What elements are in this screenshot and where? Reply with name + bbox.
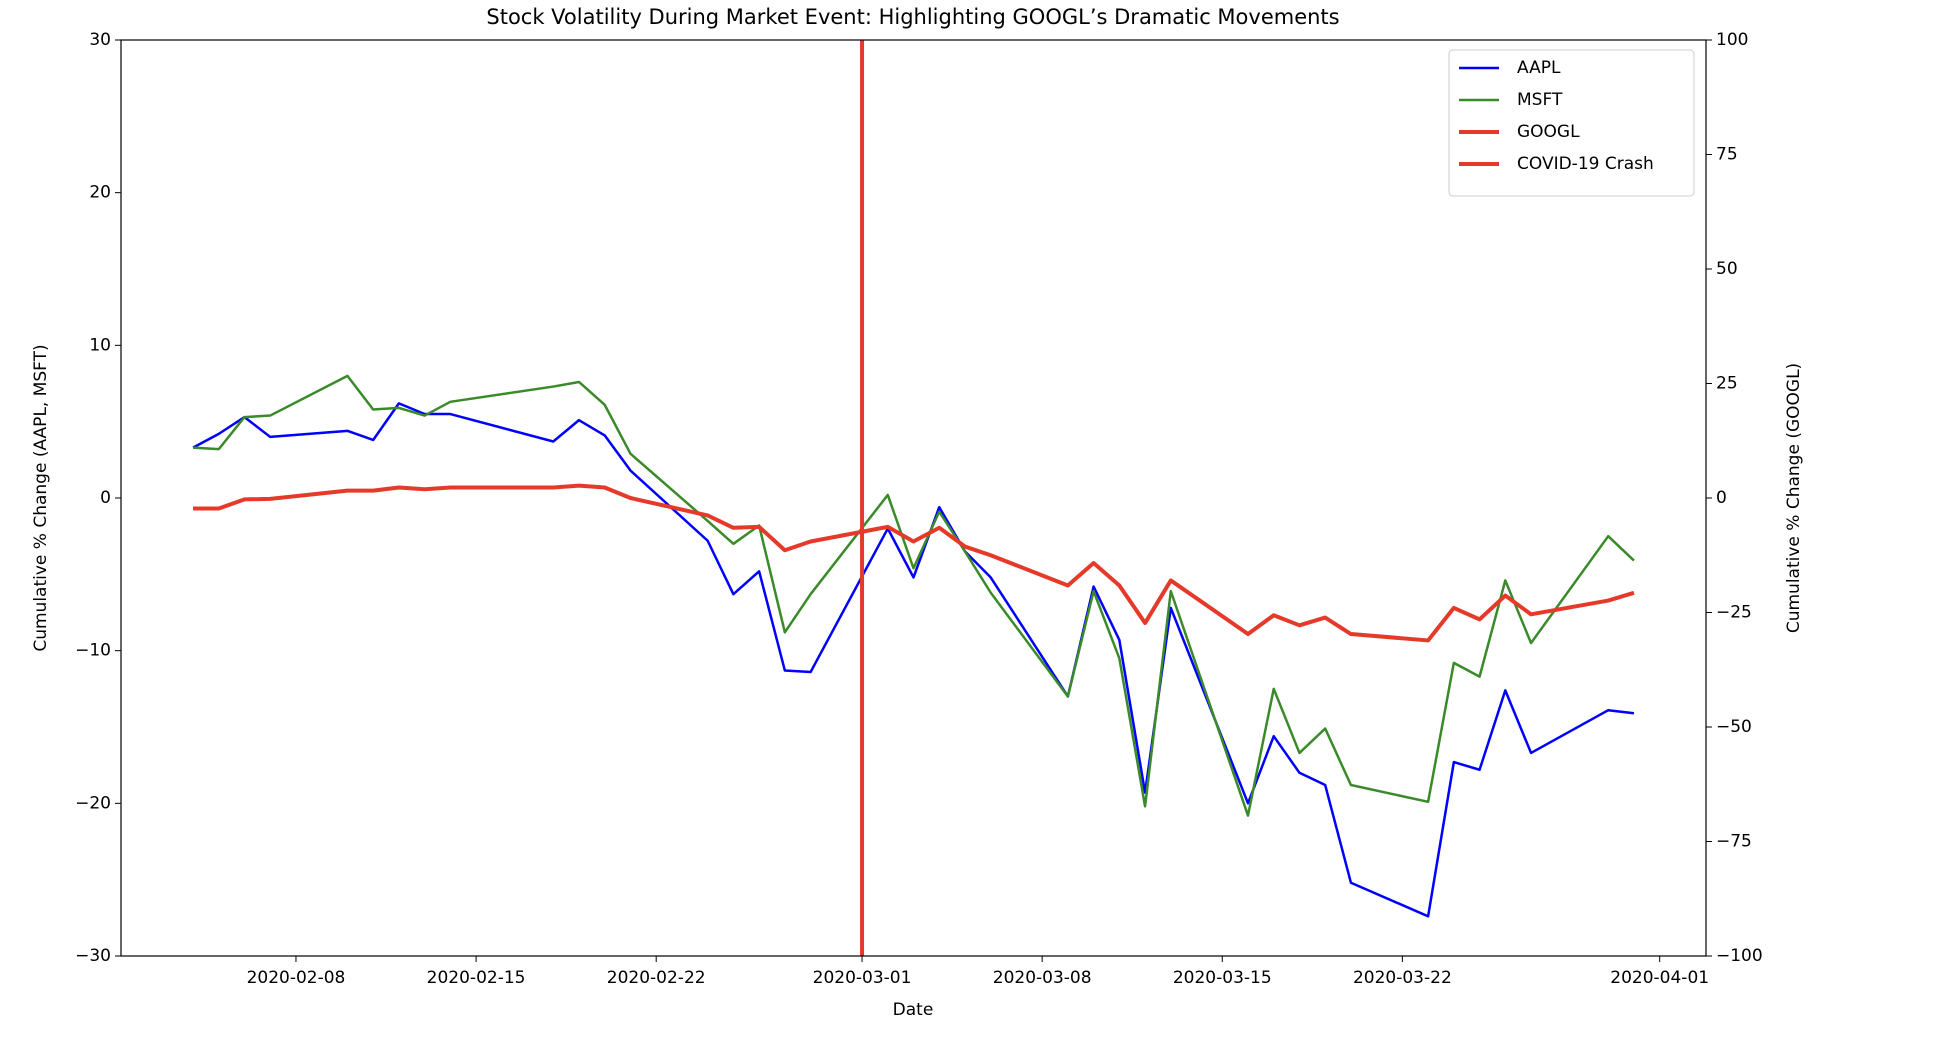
y2-tick-label: −25	[1716, 603, 1752, 623]
y-tick-label: −20	[75, 793, 111, 813]
y2-tick-label: −50	[1716, 717, 1752, 737]
chart-title: Stock Volatility During Market Event: Hi…	[486, 5, 1339, 29]
legend-label: AAPL	[1517, 58, 1561, 78]
y2-tick-label: 50	[1716, 259, 1738, 279]
plot-frame	[120, 39, 1707, 957]
legend-label: COVID-19 Crash	[1517, 154, 1654, 174]
y-tick-label: 20	[89, 183, 111, 203]
x-tick-label: 2020-03-22	[1353, 968, 1452, 988]
legend-label: GOOGL	[1517, 122, 1580, 142]
series-line	[192, 374, 1635, 817]
series-line	[192, 402, 1635, 918]
series-line	[193, 483, 1635, 643]
x-tick-label: 2020-03-15	[1173, 968, 1272, 988]
y-tick-label: 30	[89, 30, 111, 50]
y2-tick-label: 25	[1716, 374, 1738, 394]
legend-box	[1448, 49, 1695, 197]
y2-tick-label: 0	[1716, 488, 1727, 508]
x-tick-label: 2020-04-01	[1610, 968, 1709, 988]
y-tick-label: −10	[75, 641, 111, 661]
x-axis-label: Date	[893, 1000, 934, 1020]
y2-axis-label: Cumulative % Change (GOOGL)	[1784, 363, 1804, 633]
y2-tick-label: 75	[1716, 145, 1738, 165]
x-tick-label: 2020-03-01	[813, 968, 912, 988]
x-tick-label: 2020-02-15	[427, 968, 526, 988]
y-tick-label: 0	[100, 488, 111, 508]
y-axis-label: Cumulative % Change (AAPL, MSFT)	[31, 344, 51, 651]
y-tick-label: −30	[75, 946, 111, 966]
x-tick-label: 2020-02-08	[247, 968, 346, 988]
x-tick-label: 2020-02-22	[607, 968, 706, 988]
y-tick-label: 10	[89, 335, 111, 355]
y2-tick-label: −100	[1716, 946, 1763, 966]
legend-label: MSFT	[1517, 90, 1563, 110]
y2-tick-label: 100	[1716, 30, 1748, 50]
x-tick-label: 2020-03-08	[993, 968, 1092, 988]
y2-tick-label: −75	[1716, 832, 1752, 852]
